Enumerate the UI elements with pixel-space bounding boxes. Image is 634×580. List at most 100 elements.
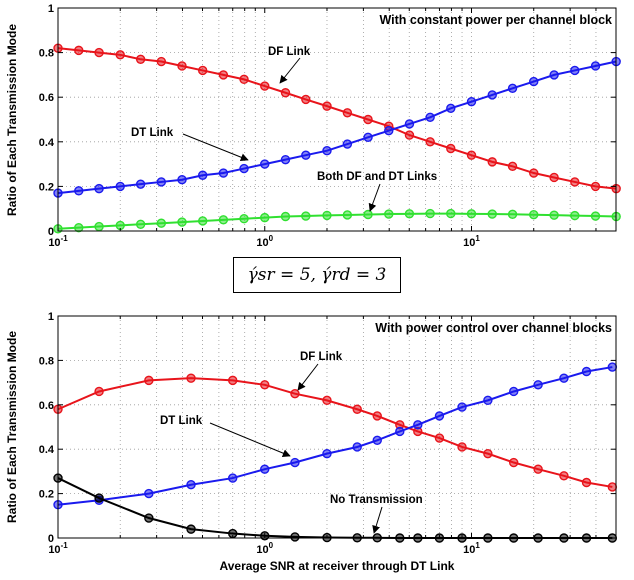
top-data-point-dt-link <box>197 170 208 180</box>
top-data-point-df-link <box>74 45 84 56</box>
bottom-series-line-dt-link <box>57 366 613 506</box>
top-data-point-df-link <box>425 137 435 147</box>
bottom-data-point-df-link <box>352 404 362 414</box>
top-data-point-df-link <box>570 177 580 187</box>
bottom-data-point-dt-link <box>607 362 618 372</box>
top-data-point-both-df-and-dt-links <box>446 208 456 219</box>
top-data-point-both-df-and-dt-links <box>466 209 477 219</box>
top-both-links-arrow <box>368 183 381 212</box>
top-data-point-both-df-and-dt-links <box>197 216 208 226</box>
bottom-data-point-dt-link <box>290 457 300 468</box>
top-data-point-dt-link <box>156 177 167 187</box>
bottom-no-transmission-arrow <box>372 506 383 534</box>
top-data-point-both-df-and-dt-links <box>218 215 229 225</box>
bottom-x-tick-label: 100 <box>256 541 273 556</box>
top-data-point-dt-link <box>549 70 559 80</box>
top-data-point-df-link <box>590 181 601 192</box>
top-data-point-both-df-and-dt-links <box>549 210 559 220</box>
bottom-y-tick-label: 1 <box>48 311 54 323</box>
top-data-point-df-link <box>156 56 167 67</box>
top-data-point-both-df-and-dt-links <box>363 209 373 220</box>
bottom-data-point-dt-link <box>372 435 382 446</box>
top-data-point-dt-link <box>239 163 249 174</box>
top-data-point-df-link <box>487 157 497 167</box>
top-dt-link-label: DT Link <box>131 127 174 139</box>
top-x-tick-label: 101 <box>463 234 480 249</box>
bottom-data-point-df-link <box>228 375 238 386</box>
bottom-data-point-df-link <box>94 386 104 397</box>
top-df-link-label: DF Link <box>268 46 311 58</box>
bottom-y-tick-label: 0.4 <box>39 444 55 456</box>
bottom-data-point-df-link <box>607 482 618 492</box>
top-data-point-df-link <box>280 88 291 98</box>
top-data-point-dt-link <box>301 150 311 160</box>
top-data-point-both-df-and-dt-links <box>404 209 415 219</box>
top-data-point-df-link <box>94 47 104 58</box>
bottom-data-point-no-transmission <box>144 513 154 523</box>
top-data-point-dt-link <box>115 181 125 192</box>
top-series-line-dt-link <box>57 60 617 195</box>
top-data-point-df-link <box>342 108 353 118</box>
top-data-point-dt-link <box>425 112 435 122</box>
bottom-data-point-df-link <box>533 464 543 474</box>
top-data-point-df-link <box>363 114 373 125</box>
top-data-point-dt-link <box>363 132 373 143</box>
bottom-data-point-df-link <box>457 442 467 452</box>
top-data-point-dt-link <box>446 103 456 114</box>
top-data-point-dt-link <box>466 96 477 107</box>
top-data-point-df-link <box>446 143 456 154</box>
top-data-point-dt-link <box>322 146 332 156</box>
bottom-data-point-dt-link <box>483 395 493 406</box>
bottom-data-point-dt-link <box>144 488 154 499</box>
top-data-point-dt-link <box>570 65 580 76</box>
top-y-tick-label: 0.2 <box>39 181 54 193</box>
top-data-point-both-df-and-dt-links <box>590 211 601 221</box>
bottom-dt-link-label: DT Link <box>160 415 203 427</box>
top-x-tick-label: 100 <box>256 234 273 249</box>
top-panel-title: With constant power per channel block <box>379 13 612 27</box>
top-data-point-both-df-and-dt-links <box>529 210 539 220</box>
bottom-data-point-df-link <box>434 433 445 443</box>
bottom-y-tick-label: 0.6 <box>39 400 54 412</box>
bottom-panel-title: With power control over channel blocks <box>375 321 612 335</box>
bottom-no-transmission-label: No Transmission <box>330 494 423 506</box>
top-data-point-dt-link <box>404 119 415 129</box>
bottom-data-point-df-link <box>260 380 270 390</box>
top-data-point-df-link <box>301 94 311 105</box>
bottom-data-point-df-link <box>186 373 196 383</box>
top-data-point-df-link <box>177 61 187 71</box>
top-both-links-label: Both DF and DT Links <box>317 171 437 183</box>
bottom-data-point-df-link <box>581 477 592 488</box>
top-data-point-both-df-and-dt-links <box>487 209 497 219</box>
bottom-dt-link-arrow <box>209 422 291 457</box>
bottom-data-point-dt-link <box>533 380 543 390</box>
top-data-point-df-link <box>115 50 125 60</box>
bottom-data-point-df-link <box>559 471 569 481</box>
top-data-point-dt-link <box>384 125 394 136</box>
top-y-tick-label: 0.6 <box>39 92 54 104</box>
top-series-line-df-link <box>57 47 617 190</box>
bottom-plot-frame <box>57 315 617 539</box>
top-data-point-dt-link <box>94 183 104 194</box>
top-data-point-df-link <box>507 161 518 172</box>
top-chart-panel: 0 0.2 0.4 0.6 0.8 1 10-1 100 101 Ratio of Each T… <box>5 3 621 249</box>
top-data-point-df-link <box>549 172 559 183</box>
top-data-point-dt-link <box>218 168 229 178</box>
bottom-data-point-dt-link <box>228 473 238 483</box>
top-series-line-both-df-and-dt-links <box>57 212 617 230</box>
bottom-data-point-dt-link <box>186 480 196 490</box>
bottom-x-tick-label: 101 <box>463 541 480 556</box>
top-dt-link-arrow <box>182 133 249 162</box>
top-data-point-both-df-and-dt-links <box>570 210 580 221</box>
top-data-point-both-df-and-dt-links <box>94 221 104 232</box>
top-data-point-both-df-and-dt-links <box>507 209 518 219</box>
top-data-point-dt-link <box>260 159 270 169</box>
bottom-data-point-no-transmission <box>290 532 300 542</box>
top-data-point-df-link <box>404 130 415 140</box>
bottom-y-tick-label: 0.8 <box>39 355 54 367</box>
top-data-point-df-link <box>322 101 332 111</box>
top-data-point-dt-link <box>529 76 539 87</box>
top-data-point-df-link <box>218 70 229 80</box>
top-y-tick-label: 0.8 <box>39 48 54 60</box>
top-data-point-dt-link <box>590 61 601 71</box>
